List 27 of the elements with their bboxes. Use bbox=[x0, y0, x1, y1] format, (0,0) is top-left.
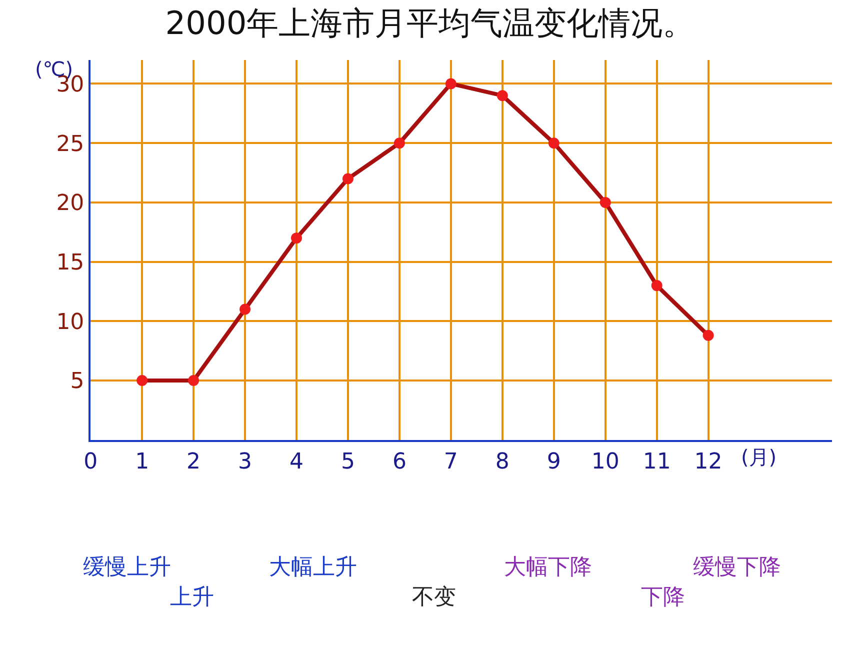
y-tick-label: 5 bbox=[70, 369, 84, 394]
chart-title: 2000年上海市月平均气温变化情况。 bbox=[165, 4, 695, 42]
y-tick-label: 25 bbox=[56, 132, 84, 157]
x-tick-label: 10 bbox=[591, 449, 620, 474]
x-tick-label: 5 bbox=[340, 449, 355, 474]
x-tick-label: 1 bbox=[135, 449, 150, 474]
text: 不变 bbox=[412, 585, 456, 610]
x-tick-label: 8 bbox=[495, 449, 510, 474]
text: 大幅下降 bbox=[504, 555, 592, 580]
text: 上升 bbox=[170, 585, 214, 610]
y-tick-label: 10 bbox=[56, 310, 84, 335]
x-tick-label: 7 bbox=[444, 449, 458, 474]
text: 缓慢上升 bbox=[83, 555, 171, 580]
text: 缓慢下降 bbox=[693, 555, 781, 580]
x-tick-label: 9 bbox=[546, 449, 561, 474]
x-tick-label: 2 bbox=[186, 449, 201, 474]
x-tick-label: 0 bbox=[84, 449, 98, 474]
x-tick-label: 12 bbox=[694, 449, 722, 474]
x-axis-title: (月) bbox=[741, 445, 777, 469]
x-tick-label: 6 bbox=[392, 449, 406, 474]
x-tick-label: 4 bbox=[289, 449, 304, 474]
text: 大幅上升 bbox=[269, 555, 357, 580]
x-tick-label: 11 bbox=[642, 449, 671, 474]
y-tick-label: 20 bbox=[56, 191, 84, 216]
x-tick-label: 3 bbox=[238, 449, 252, 474]
text: 下降 bbox=[641, 585, 685, 610]
y-tick-label: 15 bbox=[56, 250, 84, 276]
